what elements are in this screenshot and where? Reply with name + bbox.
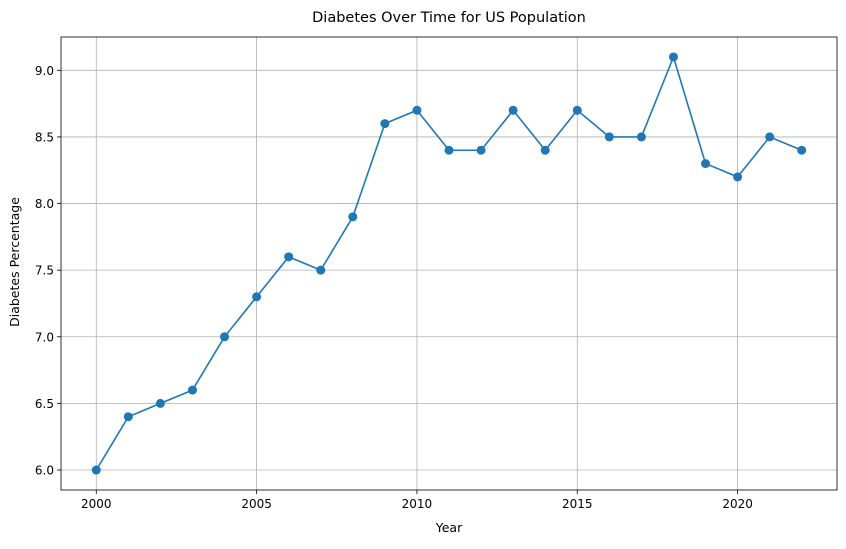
data-point-2003 (187, 385, 197, 395)
grid-layer (61, 37, 837, 490)
chart-title: Diabetes Over Time for US Population (312, 10, 586, 26)
y-tick-label: 6.5 (35, 397, 54, 411)
data-point-2008 (348, 212, 358, 222)
x-tick-label: 2000 (81, 497, 112, 511)
data-point-2010 (412, 105, 422, 115)
data-point-2005 (252, 292, 262, 302)
x-tick-label: 2020 (722, 497, 753, 511)
series-line (95, 54, 803, 471)
x-tick-label: 2015 (562, 497, 593, 511)
y-tick-label: 8.0 (35, 197, 54, 211)
data-point-2016 (604, 132, 614, 142)
data-point-2009 (380, 119, 390, 129)
data-point-2015 (572, 105, 582, 115)
data-point-2019 (701, 159, 711, 169)
data-point-2014 (540, 145, 550, 155)
data-point-2021 (765, 132, 775, 142)
x-tick-label: 2005 (241, 497, 272, 511)
x-axis-label: Year (435, 520, 463, 535)
data-point-2022 (797, 145, 807, 155)
data-point-2004 (220, 332, 230, 342)
data-point-2013 (508, 105, 518, 115)
y-tick-label: 8.5 (35, 130, 54, 144)
data-point-2017 (636, 132, 646, 142)
data-point-2001 (123, 412, 133, 422)
tick-layer: 2000 2005 2010 2015 2020 6.0 6.5 7.0 7.5 8.0 8.5 9.… (35, 64, 753, 511)
data-layer (91, 52, 807, 475)
data-point-2020 (733, 172, 743, 182)
data-point-2007 (316, 265, 326, 275)
y-tick-label: 7.0 (35, 330, 54, 344)
data-point-2018 (668, 52, 678, 62)
data-point-2012 (476, 145, 486, 155)
data-point-2006 (284, 252, 294, 262)
x-tick-label: 2010 (402, 497, 433, 511)
y-tick-label: 9.0 (35, 64, 54, 78)
y-axis-label: Diabetes Percentage (7, 197, 22, 327)
y-tick-label: 6.0 (35, 464, 54, 478)
data-point-2002 (155, 398, 165, 408)
plot-frame (60, 36, 838, 491)
y-tick-label: 7.5 (35, 264, 54, 278)
data-point-2000 (91, 465, 101, 475)
data-point-2011 (444, 145, 454, 155)
